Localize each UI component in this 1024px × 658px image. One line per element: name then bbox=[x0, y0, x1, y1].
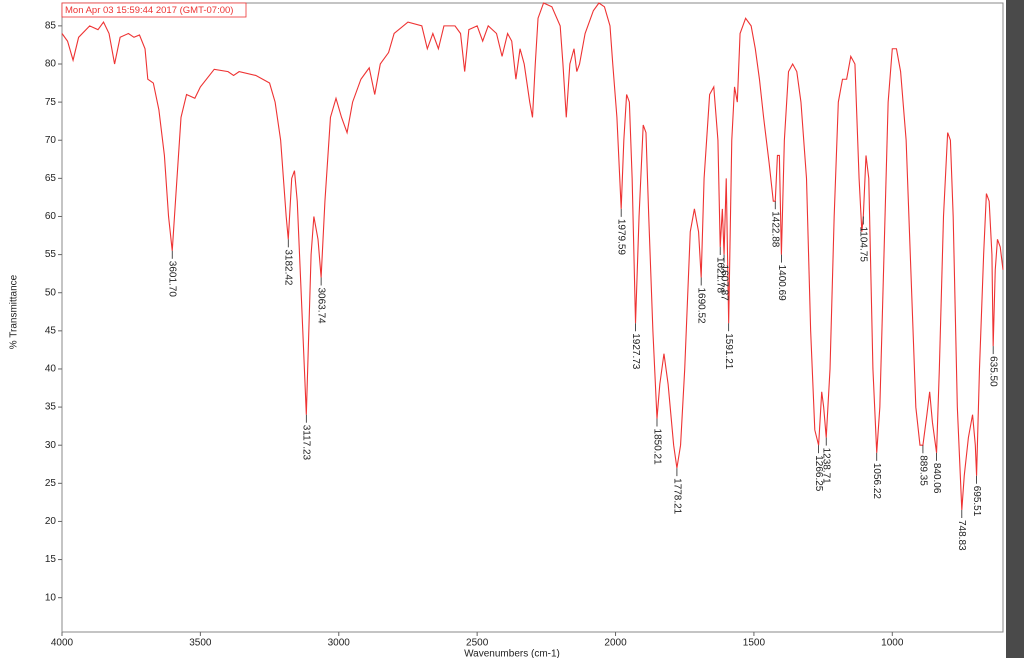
y-tick-label: 75 bbox=[45, 97, 57, 108]
y-tick-label: 65 bbox=[45, 173, 57, 184]
y-tick-label: 60 bbox=[45, 211, 57, 222]
x-tick-label: 3000 bbox=[328, 638, 351, 649]
x-tick-label: 3500 bbox=[189, 638, 212, 649]
peak-label: 695.51 bbox=[971, 486, 982, 517]
peak-label: 1607.87 bbox=[718, 265, 729, 302]
plot-frame bbox=[61, 2, 1004, 633]
x-tick-label: 4000 bbox=[51, 638, 74, 649]
peak-label: 3601.70 bbox=[167, 261, 178, 298]
y-tick-label: 50 bbox=[45, 287, 57, 298]
peak-label: 1104.75 bbox=[858, 226, 869, 262]
peak-label: 1591.21 bbox=[723, 333, 734, 370]
chart-title: Mon Apr 03 15:59:44 2017 (GMT-07:00) bbox=[65, 5, 233, 16]
peak-label: 1621.78 bbox=[715, 257, 726, 294]
peak-label: 1778.21 bbox=[671, 478, 682, 515]
y-tick-label: 30 bbox=[45, 440, 57, 451]
y-tick-label: 40 bbox=[45, 364, 57, 375]
peak-label: 1927.73 bbox=[630, 333, 641, 370]
y-tick-label: 45 bbox=[45, 325, 57, 336]
peak-label: 1422.88 bbox=[770, 211, 781, 248]
x-axis-label: Wavenumbers (cm-1) bbox=[464, 649, 560, 658]
peak-label: 1400.69 bbox=[776, 265, 787, 302]
x-tick-label: 1000 bbox=[881, 638, 904, 649]
x-tick-label: 1500 bbox=[743, 638, 766, 649]
y-tick-label: 85 bbox=[45, 21, 57, 32]
y-tick-label: 70 bbox=[45, 135, 57, 146]
title-box bbox=[61, 2, 247, 18]
peak-label: 3182.42 bbox=[283, 249, 294, 286]
y-tick-label: 25 bbox=[45, 478, 57, 489]
y-tick-label: 10 bbox=[45, 592, 57, 603]
y-tick-label: 35 bbox=[45, 402, 57, 413]
peak-label: 1238.71 bbox=[821, 448, 832, 485]
peak-label: 840.06 bbox=[931, 463, 942, 494]
peak-label: 1266.25 bbox=[813, 455, 824, 492]
peak-label: 1850.21 bbox=[651, 429, 662, 466]
peak-label: 3117.23 bbox=[301, 425, 312, 461]
y-tick-label: 55 bbox=[45, 249, 57, 260]
peak-label: 1979.59 bbox=[616, 219, 627, 256]
peak-label: 1056.22 bbox=[871, 463, 882, 500]
x-tick-label: 2500 bbox=[466, 638, 489, 649]
peak-label: 3063.74 bbox=[315, 287, 326, 324]
peak-label: 748.83 bbox=[956, 520, 967, 551]
x-tick-label: 2000 bbox=[604, 638, 627, 649]
y-tick-label: 20 bbox=[45, 516, 57, 527]
peak-label: 635.50 bbox=[988, 356, 999, 387]
peak-label: 889.35 bbox=[917, 455, 928, 486]
y-axis-label: % Transmittance bbox=[9, 274, 20, 349]
y-tick-label: 15 bbox=[45, 554, 57, 565]
window-edge bbox=[1006, 0, 1024, 658]
spectrum-line bbox=[61, 2, 1004, 511]
peak-label: 1690.52 bbox=[696, 287, 707, 324]
y-tick-label: 80 bbox=[45, 59, 57, 70]
